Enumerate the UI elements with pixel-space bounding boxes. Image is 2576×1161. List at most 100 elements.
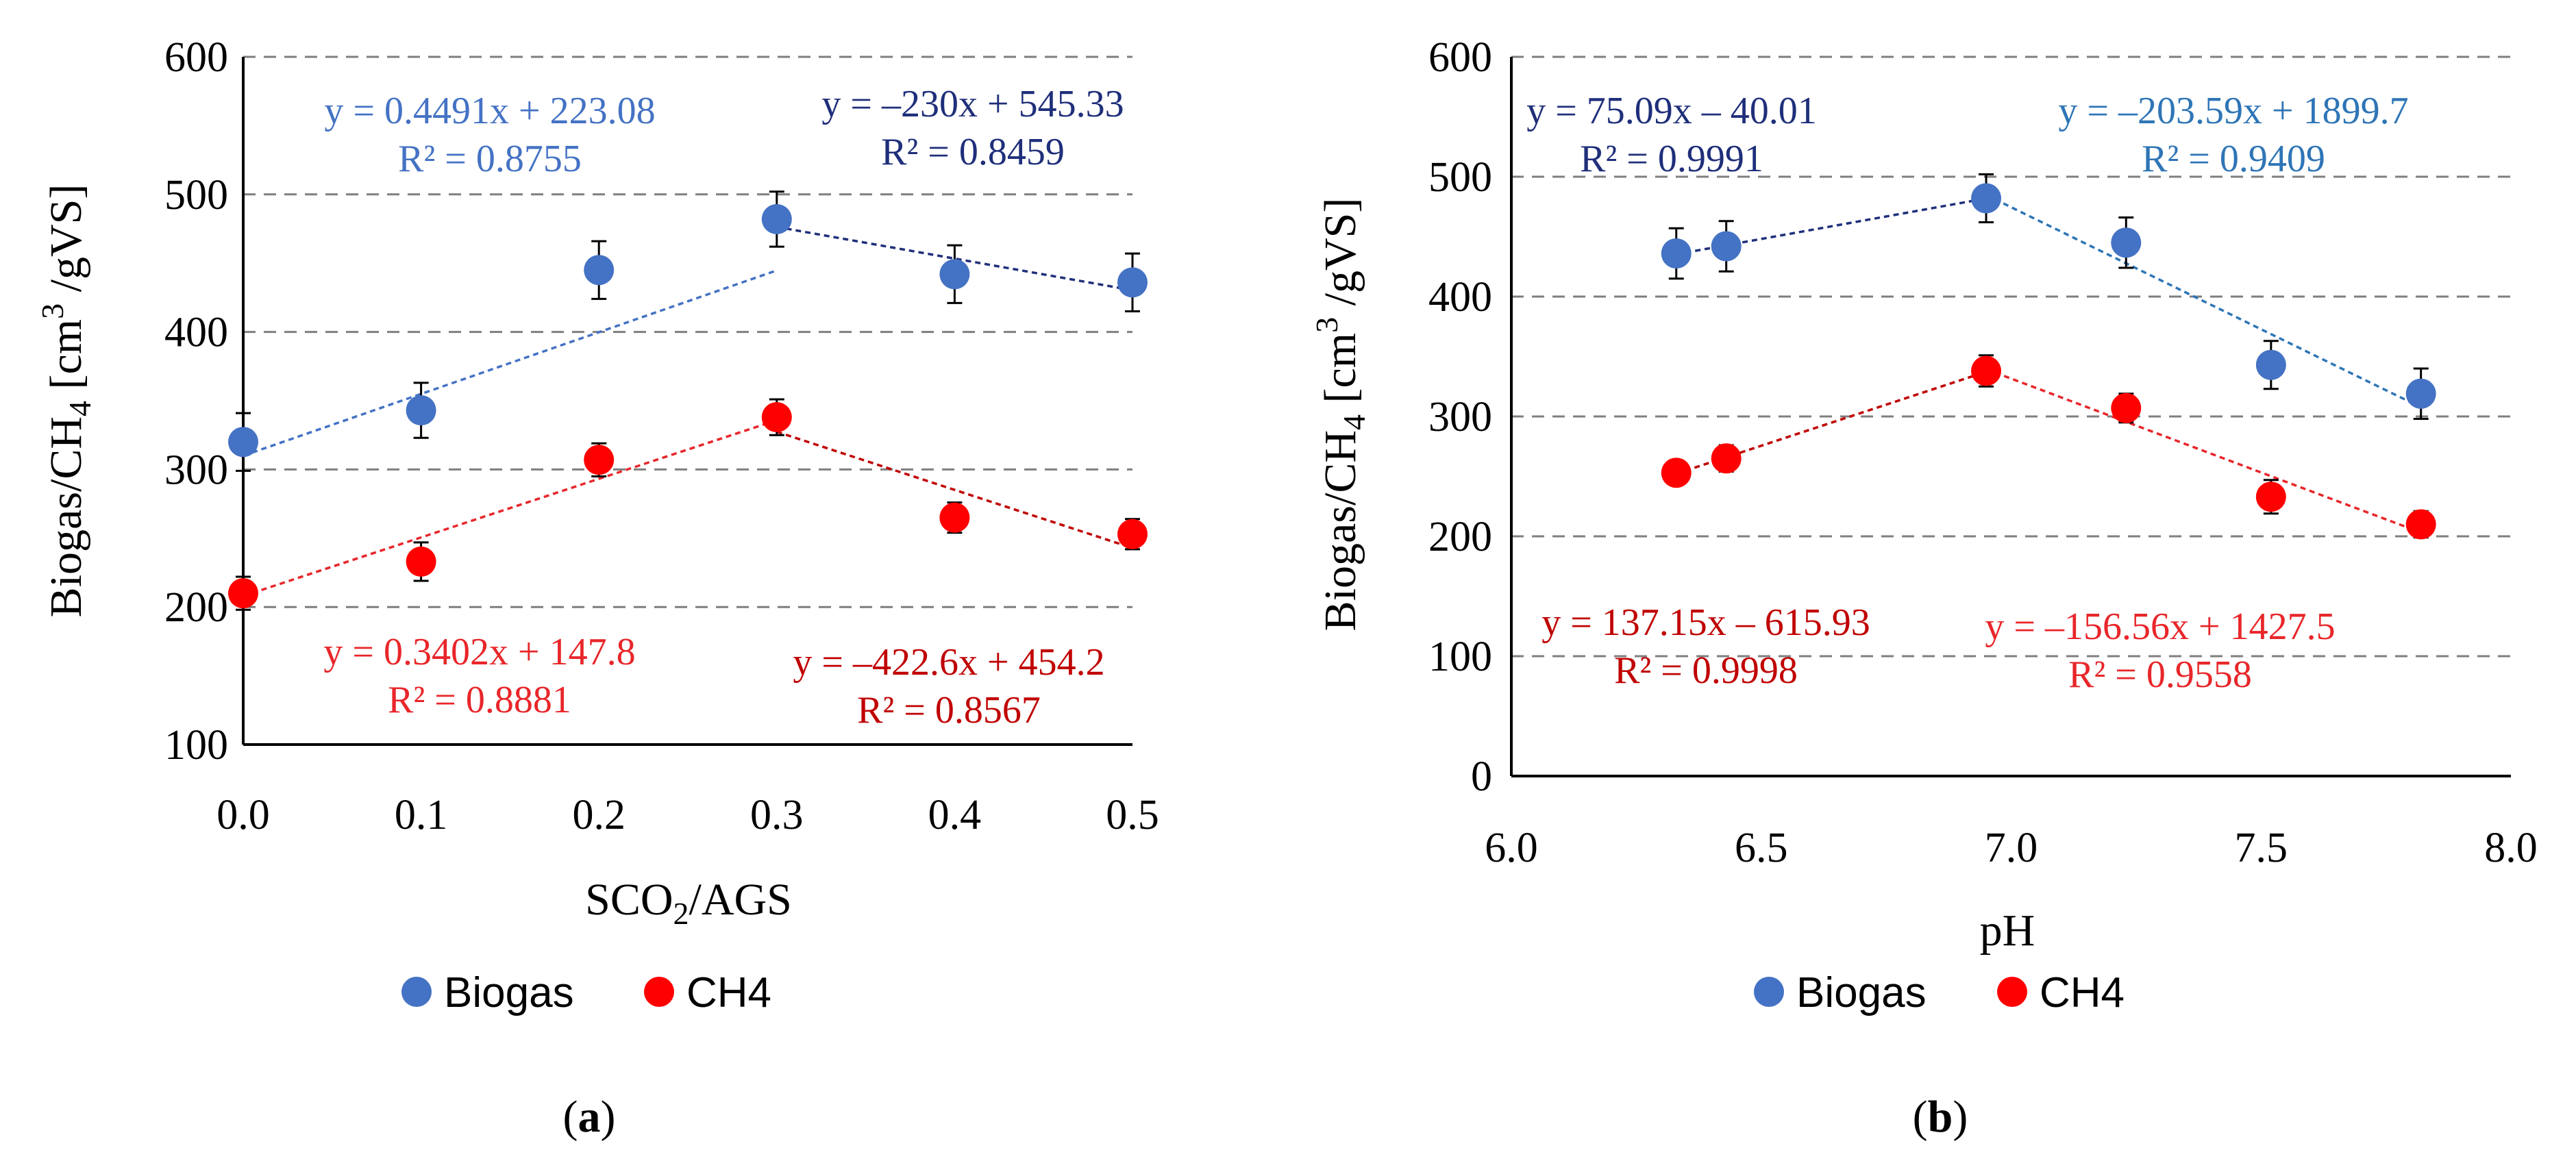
chart-b-y-axis-title: Biogas/CH4 [cm3 /gVS] (1309, 198, 1372, 632)
chart-b-legend-biogas-marker (1754, 977, 1784, 1007)
chart-a-eq-biogas-fall: y = –230x + 545.33 (821, 83, 1124, 125)
point-biogas (406, 395, 436, 426)
chart-b-eq-biogas-rise: y = 75.09x – 40.01 (1526, 90, 1817, 132)
x-tick-label: 7.5 (2235, 825, 2288, 871)
point-biogas (2405, 378, 2436, 409)
trendline-a-0 (243, 269, 778, 457)
y-tick-label: 100 (164, 722, 228, 769)
y-tick-label: 100 (1428, 634, 1492, 680)
chart-a-y-axis-title: Biogas/CH4 [cm3 /gVS] (35, 184, 97, 618)
chart-b-legend-ch4-label: CH4 (2040, 969, 2125, 1016)
chart-a-trendlines (243, 225, 1133, 597)
chart-b-r2-ch4-fall: R² = 0.9558 (2068, 653, 2252, 696)
point-ch4 (584, 445, 615, 475)
point-biogas (228, 427, 258, 458)
chart-b-legend: Biogas CH4 (1754, 969, 2125, 1016)
chart-b-eq-biogas-fall: y = –203.59x + 1899.7 (2058, 90, 2408, 132)
chart-a-r2-ch4-fall: R² = 0.8567 (857, 689, 1041, 732)
chart-b-x-axis-title: pH (1980, 906, 2035, 956)
chart-a-x-tick-labels: 0.0 0.1 0.2 0.3 0.4 0.5 (216, 792, 1159, 838)
x-tick-label: 0.3 (750, 792, 804, 838)
y-tick-label: 500 (164, 172, 228, 219)
trendline-b-3 (1985, 368, 2422, 534)
chart-a-r2-biogas-rise: R² = 0.8755 (398, 138, 582, 180)
chart-a-legend-biogas-marker (401, 977, 432, 1007)
y-tick-label: 600 (164, 34, 228, 81)
chart-a-error-bars (236, 190, 1140, 611)
y-tick-label: 300 (164, 447, 228, 493)
y-tick-label: 400 (1428, 274, 1492, 321)
x-tick-label: 0.2 (572, 792, 626, 838)
x-tick-label: 7.0 (1985, 825, 2038, 871)
chart-b-y-tick-labels: 0 100 200 300 400 500 600 (1428, 34, 1492, 800)
x-tick-label: 6.0 (1485, 825, 1538, 871)
x-tick-label: 8.0 (2484, 825, 2538, 871)
point-ch4 (1971, 355, 2002, 386)
chart-a-legend-ch4-marker (644, 977, 674, 1007)
chart-panel-a: 100 200 300 400 500 600 0.0 0.1 0.2 0.3 0.4 0.5 y … (35, 34, 1159, 1142)
point-ch4 (1661, 458, 1692, 488)
trendline-b-1 (1985, 194, 2422, 409)
chart-a-r2-biogas-fall: R² = 0.8459 (881, 131, 1065, 173)
point-biogas (1661, 238, 1692, 269)
point-biogas (761, 203, 792, 234)
chart-a-y-tick-labels: 100 200 300 400 500 600 (164, 34, 228, 769)
point-biogas (1711, 231, 1742, 262)
chart-a-gridlines (243, 55, 1132, 608)
x-tick-label: 6.5 (1735, 825, 1788, 871)
y-tick-label: 600 (1428, 34, 1492, 81)
chart-a-eq-ch4-fall: y = –422.6x + 454.2 (793, 641, 1104, 684)
panel-label-a: (a) (563, 1092, 616, 1142)
panel-label-b: (b) (1913, 1092, 1968, 1142)
chart-a-x-axis-title: SCO2/AGS (585, 875, 792, 931)
chart-b-x-tick-labels: 6.0 6.5 7.0 7.5 8.0 (1485, 825, 2538, 871)
chart-a-legend-biogas-label: Biogas (444, 969, 574, 1016)
y-tick-label: 500 (1428, 154, 1492, 201)
point-ch4 (1711, 443, 1742, 474)
x-tick-label: 0.0 (216, 792, 270, 838)
chart-b-r2-biogas-rise: R² = 0.9991 (1580, 138, 1763, 180)
point-ch4 (2111, 392, 2142, 423)
chart-a-eq-biogas-rise: y = 0.4491x + 223.08 (324, 90, 655, 132)
chart-a-r2-ch4-rise: R² = 0.8881 (388, 679, 571, 721)
trendline-a-2 (243, 419, 778, 597)
point-ch4 (2255, 482, 2286, 512)
chart-a-points (228, 203, 1148, 609)
chart-b-legend-ch4-marker (1997, 977, 2027, 1007)
y-tick-label: 200 (164, 584, 228, 631)
y-tick-label: 400 (164, 310, 228, 356)
chart-a-eq-ch4-rise: y = 0.3402x + 147.8 (323, 631, 635, 673)
y-tick-label: 300 (1428, 394, 1492, 440)
x-tick-label: 0.5 (1106, 792, 1159, 838)
chart-b-gridlines (1511, 55, 2511, 658)
point-ch4 (939, 502, 970, 533)
chart-b-legend-biogas-label: Biogas (1796, 969, 1927, 1016)
point-biogas (2255, 349, 2286, 380)
trendline-a-3 (776, 430, 1133, 549)
chart-b-r2-biogas-fall: R² = 0.9409 (2142, 138, 2325, 180)
point-biogas (1971, 183, 2002, 214)
y-tick-label: 200 (1428, 514, 1492, 560)
chart-b-eq-ch4-rise: y = 137.15x – 615.93 (1541, 601, 1870, 644)
point-biogas (2111, 227, 2142, 258)
chart-a-legend-ch4-label: CH4 (686, 969, 771, 1016)
point-ch4 (228, 578, 258, 609)
point-ch4 (1117, 519, 1148, 549)
point-ch4 (761, 402, 792, 433)
point-biogas (584, 255, 615, 286)
chart-b-points (1661, 183, 2436, 540)
chart-b-trendlines (1676, 194, 2422, 534)
chart-panel-b: 0 100 200 300 400 500 600 6.0 6.5 7.0 7.5 8.0 y = … (1309, 34, 2538, 1142)
point-ch4 (406, 546, 436, 577)
chart-b-r2-ch4-rise: R² = 0.9998 (1614, 649, 1798, 692)
chart-b-eq-ch4-fall: y = –156.56x + 1427.5 (1985, 606, 2335, 648)
point-biogas (939, 259, 970, 290)
point-biogas (1117, 267, 1148, 298)
x-tick-label: 0.1 (395, 792, 448, 838)
trendline-b-2 (1676, 371, 1987, 475)
trendline-a-1 (776, 225, 1133, 292)
y-tick-label: 0 (1471, 753, 1492, 800)
point-ch4 (2405, 509, 2436, 540)
x-tick-label: 0.4 (928, 792, 982, 838)
